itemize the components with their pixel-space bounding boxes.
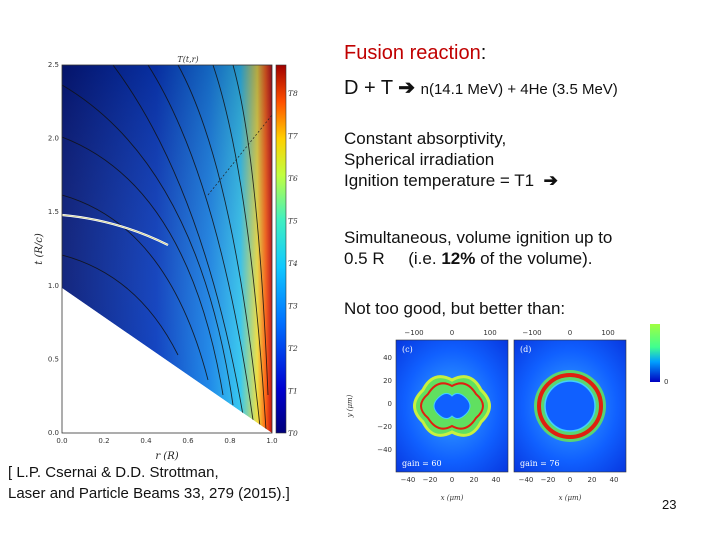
title-colon: : — [480, 42, 487, 64]
colorbar-label: T6 — [288, 174, 298, 183]
x-tick-label: 0.8 — [224, 437, 235, 445]
comparison-panels: (c) gain = 60 (d) gain = 76 0 −100 0 100 −1… — [346, 324, 668, 502]
slide-title: Fusion reaction: — [344, 42, 486, 65]
y-tick-label: 2.5 — [48, 61, 59, 69]
y-tick-label: 2.0 — [48, 135, 59, 143]
panel-bottom-tick: 40 — [610, 476, 619, 484]
x-tick-label: 1.0 — [266, 437, 277, 445]
panel-bottom-tick: 0 — [568, 476, 572, 484]
x-tick-label: 0.2 — [98, 437, 109, 445]
comparison-text: Not too good, but better than: — [344, 299, 566, 318]
panel-d-label: (d) — [520, 345, 531, 354]
panel-bottom-tick: 20 — [470, 476, 479, 484]
panel-top-tick: 100 — [601, 329, 614, 337]
panel-d: (d) gain = 76 — [513, 339, 627, 473]
panel-y-tick: −40 — [377, 446, 392, 454]
panel-c-xlabel: x (μm) — [441, 494, 464, 502]
panel-bottom-tick: −40 — [401, 476, 416, 484]
panel-d-xlabel: x (μm) — [559, 494, 582, 502]
panel-y-tick: 20 — [383, 377, 392, 385]
citation-line-2: Laser and Particle Beams 33, 279 (2015).… — [8, 485, 290, 502]
x-axis-label: r (R) — [155, 451, 178, 462]
y-tick-label: 0.0 — [48, 429, 59, 437]
panel-y-tick: 0 — [388, 400, 392, 408]
panel-bottom-tick: 20 — [588, 476, 597, 484]
reaction-lhs: D + T — [344, 77, 393, 99]
colorbar-label: T1 — [288, 387, 298, 396]
panel-y-tick: −20 — [377, 423, 392, 431]
result-percent: 12% — [441, 249, 476, 268]
condition-line-1: Constant absorptivity, — [344, 129, 507, 148]
reaction-equation: D + T ➔ n(14.1 MeV) + 4He (3.5 MeV) — [344, 75, 618, 100]
panel-bottom-tick: −20 — [423, 476, 438, 484]
condition-line-3: Ignition temperature = T1 ➔ — [344, 170, 558, 191]
contour-field — [62, 65, 272, 433]
result-radius: 0.5 R (i.e. — [344, 249, 442, 268]
panel-bottom-tick: −40 — [519, 476, 534, 484]
conditions-text: Constant absorptivity, Spherical irradia… — [344, 128, 558, 191]
colorbar — [276, 65, 286, 433]
citation: [ L.P. Csernai & D.D. Strottman, Laser a… — [8, 462, 290, 504]
panel-top-tick: −100 — [522, 329, 541, 337]
page-number: 23 — [662, 497, 677, 512]
ignition-text: Ignition temperature = T1 — [344, 171, 535, 190]
plot-top-label: T(t,r) — [177, 55, 198, 64]
colorbar-label: T0 — [288, 429, 298, 438]
contour-lines — [62, 65, 269, 431]
panel-top-tick: −100 — [404, 329, 423, 337]
panel-d-gain: gain = 76 — [520, 459, 560, 468]
panel-c-label: (c) — [402, 345, 413, 354]
condition-line-2: Spherical irradiation — [344, 150, 495, 169]
x-tick-label: 0.0 — [56, 437, 67, 445]
colorbar-label: T3 — [288, 302, 298, 311]
y-axis-label: t (R/c) — [34, 233, 45, 265]
reaction-rhs: n(14.1 MeV) + 4He (3.5 MeV) — [420, 81, 618, 98]
y-tick-label: 1.0 — [48, 282, 59, 290]
panel-top-tick: 100 — [483, 329, 496, 337]
x-tick-label: 0.4 — [140, 437, 152, 445]
panel-c-gain: gain = 60 — [402, 459, 442, 468]
result-line-2: 0.5 R (i.e. 12% of the volume). — [344, 248, 612, 269]
colorbar-label: T5 — [288, 217, 298, 226]
citation-line-1: [ L.P. Csernai & D.D. Strottman, — [8, 464, 219, 481]
x-tick-label: 0.6 — [182, 437, 194, 445]
panel-colorbar-zero: 0 — [664, 378, 668, 386]
panel-c: (c) gain = 60 — [395, 339, 509, 473]
panel-colorbar — [650, 324, 660, 382]
title-text: Fusion reaction — [344, 42, 481, 64]
result-line-1: Simultaneous, volume ignition up to — [344, 228, 613, 247]
colorbar-label: T2 — [288, 344, 298, 353]
ignition-result-text: Simultaneous, volume ignition up to 0.5 … — [344, 227, 612, 269]
colorbar-label: T4 — [288, 259, 298, 268]
panel-ylabel: y (μm) — [346, 394, 354, 418]
y-tick-label: 0.5 — [48, 355, 59, 363]
colorbar-label: T8 — [288, 89, 298, 98]
arrow-right-icon: ➔ — [543, 171, 558, 190]
colorbar-label: T7 — [288, 132, 298, 141]
panel-bottom-tick: 40 — [492, 476, 501, 484]
panel-y-tick: 40 — [383, 354, 392, 362]
panel-top-tick: 0 — [568, 329, 572, 337]
arrow-right-icon: ➔ — [398, 77, 416, 99]
result-tail: of the volume). — [475, 249, 593, 268]
panel-bottom-tick: −20 — [541, 476, 556, 484]
panel-bottom-tick: 0 — [450, 476, 454, 484]
y-tick-label: 1.5 — [48, 208, 59, 216]
temperature-contour-plot: T(t,r) T0 T1 T2 T3 T4 T5 T6 T7 T8 0.0 0.2 0.4 0.6 0.… — [34, 55, 298, 462]
panel-top-tick: 0 — [450, 329, 454, 337]
